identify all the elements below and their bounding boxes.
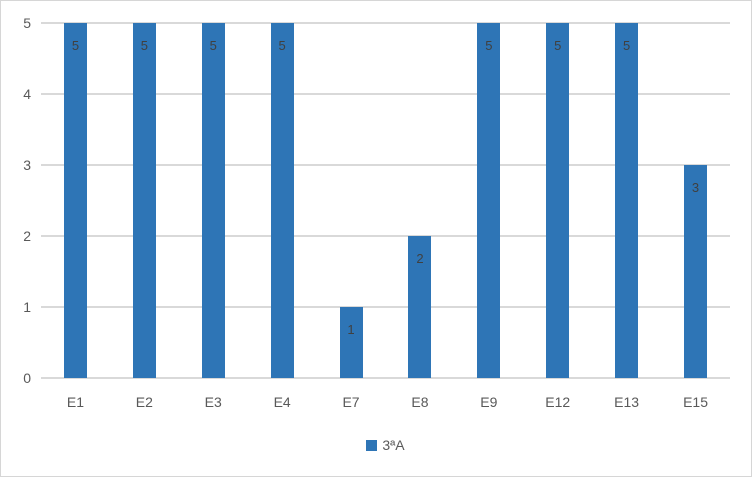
y-tick-label: 5 xyxy=(23,15,31,31)
gridline xyxy=(41,164,730,166)
bar-value-label: 5 xyxy=(209,38,217,53)
x-category-label: E8 xyxy=(411,394,429,410)
x-category-label: E3 xyxy=(204,394,222,410)
gridline xyxy=(41,235,730,237)
bar-E2[interactable]: 5 xyxy=(132,23,156,378)
bar-E15[interactable]: 3 xyxy=(684,165,708,378)
bar-E3[interactable]: 5 xyxy=(201,23,225,378)
x-category-label: E2 xyxy=(135,394,153,410)
bar-E4[interactable]: 5 xyxy=(270,23,294,378)
gridline xyxy=(41,306,730,308)
bar-E12[interactable]: 5 xyxy=(546,23,570,378)
x-axis-line xyxy=(41,377,730,379)
x-category-label: E4 xyxy=(273,394,291,410)
plot-area: 5 5 5 5 1 2 5 5 5 3 xyxy=(41,22,730,379)
bar-E1[interactable]: 5 xyxy=(63,23,87,378)
y-tick-label: 4 xyxy=(23,86,31,102)
y-tick-label: 2 xyxy=(23,228,31,244)
bar-value-label: 2 xyxy=(416,251,424,266)
gridline xyxy=(41,22,730,24)
x-category-label: E1 xyxy=(66,394,84,410)
bar-E9[interactable]: 5 xyxy=(477,23,501,378)
bar-value-label: 5 xyxy=(71,38,80,53)
bar-value-label: 5 xyxy=(485,38,493,53)
legend-label: 3ªA xyxy=(382,437,405,453)
bar-value-label: 1 xyxy=(347,322,355,337)
bar-value-label: 5 xyxy=(623,38,631,53)
bar-value-label: 3 xyxy=(691,180,700,195)
x-category-label: E15 xyxy=(683,394,708,410)
bar-value-label: 5 xyxy=(278,38,286,53)
gridline xyxy=(41,93,730,95)
x-category-label: E9 xyxy=(480,394,498,410)
x-category-label: E7 xyxy=(342,394,360,410)
y-tick-label: 0 xyxy=(23,370,31,386)
bar-value-label: 5 xyxy=(140,38,148,53)
legend[interactable]: 3ªA xyxy=(41,437,730,453)
bar-E7[interactable]: 1 xyxy=(339,307,363,378)
bar-E13[interactable]: 5 xyxy=(615,23,639,378)
bar-E8[interactable]: 2 xyxy=(408,236,432,378)
x-category-label: E13 xyxy=(614,394,640,410)
y-tick-label: 1 xyxy=(23,299,31,315)
y-tick-label: 3 xyxy=(23,157,31,173)
bar-value-label: 5 xyxy=(554,38,562,53)
x-category-label: E12 xyxy=(545,394,571,410)
legend-swatch-icon xyxy=(366,439,378,451)
